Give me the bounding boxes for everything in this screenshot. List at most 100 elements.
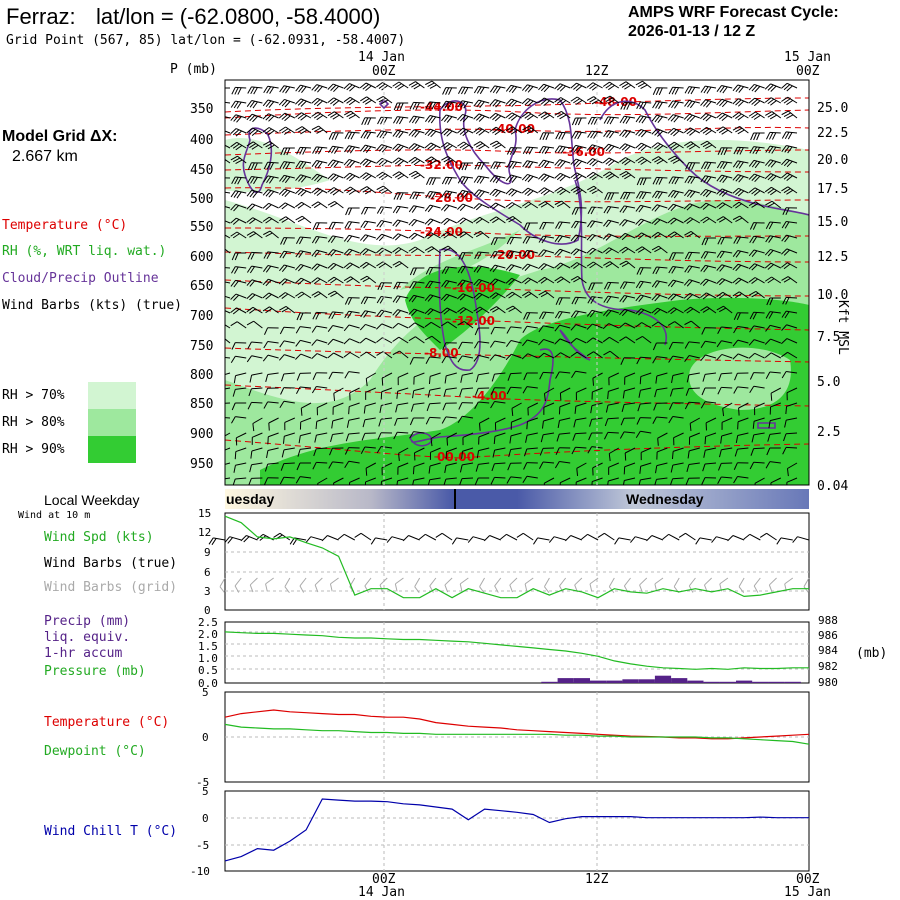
xs-wind-barb — [408, 308, 425, 316]
xs-wind-barb — [554, 235, 571, 243]
wind-tick: 9 — [204, 546, 211, 559]
xs-wind-barb — [733, 475, 749, 484]
xs-wind-barb — [279, 264, 295, 273]
xs-wind-barb — [343, 172, 360, 182]
xs-wind-barb — [410, 402, 425, 412]
xs-wind-barb — [359, 158, 376, 167]
xs-wind-barb — [525, 432, 538, 443]
xs-wind-barb — [343, 158, 360, 168]
xs-wind-barb — [392, 295, 409, 304]
xs-wind-barb — [360, 130, 376, 140]
xs-wind-barb — [376, 295, 393, 304]
xs-wind-barb — [748, 201, 765, 209]
xs-wind-barb — [252, 417, 263, 432]
rh80-patch — [689, 347, 791, 410]
xs-wind-barb — [473, 354, 490, 362]
xs-wind-barb — [702, 462, 717, 472]
dewpoint-line — [224, 723, 810, 745]
precip-tick: 2.0 — [198, 628, 218, 641]
xs-wind-barb — [685, 387, 700, 396]
xs-wind-barb — [684, 189, 700, 198]
xs-wind-barb — [280, 387, 295, 395]
xs-wind-barb — [359, 172, 377, 181]
xs-wind-barb — [230, 321, 247, 329]
xs-wind-barb — [408, 143, 425, 152]
surface-barb-true — [695, 537, 712, 545]
xs-wind-barb — [262, 292, 279, 300]
xs-wind-barb — [684, 175, 700, 184]
xs-wind-barb — [538, 290, 555, 299]
cloud-outline-right — [599, 100, 809, 216]
xs-wind-barb — [781, 234, 798, 243]
xs-wind-barb — [408, 232, 425, 240]
xs-wind-barb — [251, 432, 263, 445]
xs-wind-barb — [262, 99, 279, 108]
xs-wind-barb — [264, 477, 279, 485]
xs-wind-barb — [444, 462, 457, 474]
legend-liq: liq. equiv. — [44, 630, 131, 645]
xs-wind-barb — [603, 205, 619, 214]
xs-wind-barb — [521, 277, 539, 285]
wind-speed-line — [224, 515, 809, 599]
xs-wind-barb — [635, 280, 652, 289]
xs-wind-barb — [473, 141, 490, 150]
xs-wind-barb — [667, 217, 684, 225]
xs-wind-barb — [262, 216, 279, 224]
xs-wind-barb — [651, 245, 668, 254]
xs-wind-barb — [765, 461, 781, 469]
xs-wind-barb — [225, 280, 231, 284]
xs-wind-barb — [411, 477, 425, 485]
xs-wind-barb — [652, 176, 668, 185]
xs-wind-barb — [473, 175, 490, 184]
xs-wind-barb — [522, 146, 538, 155]
xs-wind-barb — [602, 233, 619, 241]
xsection-wind-barbs — [225, 80, 798, 485]
xs-wind-barb — [476, 447, 490, 459]
xs-wind-barb — [785, 402, 798, 415]
xs-wind-barb — [764, 186, 782, 196]
xs-wind-barb — [764, 352, 782, 359]
xs-wind-barb — [592, 372, 603, 386]
xs-wind-barb — [651, 321, 668, 329]
xs-wind-barb — [570, 96, 587, 105]
xs-wind-barb — [657, 432, 668, 446]
xs-wind-barb — [457, 141, 474, 150]
xs-wind-barb — [669, 387, 684, 397]
xs-wind-barb — [343, 262, 360, 270]
xs-wind-barb — [381, 372, 393, 386]
xs-wind-barb — [413, 372, 425, 385]
surface-barb-true — [792, 536, 810, 543]
xs-wind-barb — [295, 250, 312, 258]
xs-wind-barb — [554, 276, 571, 284]
xs-wind-barb — [635, 246, 652, 254]
xs-wind-barb — [574, 402, 587, 414]
surface-barb-grid — [639, 577, 648, 593]
xs-wind-barb — [365, 387, 376, 400]
xs-wind-barb — [781, 186, 798, 195]
cloud-outline-diamond — [378, 98, 390, 110]
xs-wind-barb — [668, 86, 684, 95]
xs-wind-barb — [327, 235, 344, 244]
xs-wind-barb — [344, 371, 360, 379]
xs-wind-barb — [376, 171, 393, 181]
surface-barb-true — [321, 535, 339, 542]
xs-wind-barb — [683, 217, 701, 224]
xs-wind-barb — [668, 355, 684, 363]
xs-wind-barb — [298, 432, 312, 444]
xs-wind-barb — [732, 84, 749, 93]
xs-wind-barb — [280, 147, 295, 156]
xs-wind-barb — [360, 96, 377, 105]
p-tick: 850 — [190, 397, 213, 412]
p-tick: 950 — [190, 457, 213, 472]
xs-wind-barb — [602, 309, 619, 317]
xs-wind-barb — [349, 477, 360, 485]
xs-wind-barb — [278, 354, 295, 361]
xs-wind-barb — [522, 325, 538, 333]
xs-wind-barb — [716, 305, 733, 314]
xs-wind-barb — [700, 202, 717, 210]
h-tick: 7.5 — [817, 330, 840, 345]
xs-wind-barb — [700, 292, 717, 300]
surface-barb-true — [370, 537, 388, 545]
xs-wind-barb — [733, 462, 749, 470]
xs-wind-barb — [668, 176, 684, 185]
